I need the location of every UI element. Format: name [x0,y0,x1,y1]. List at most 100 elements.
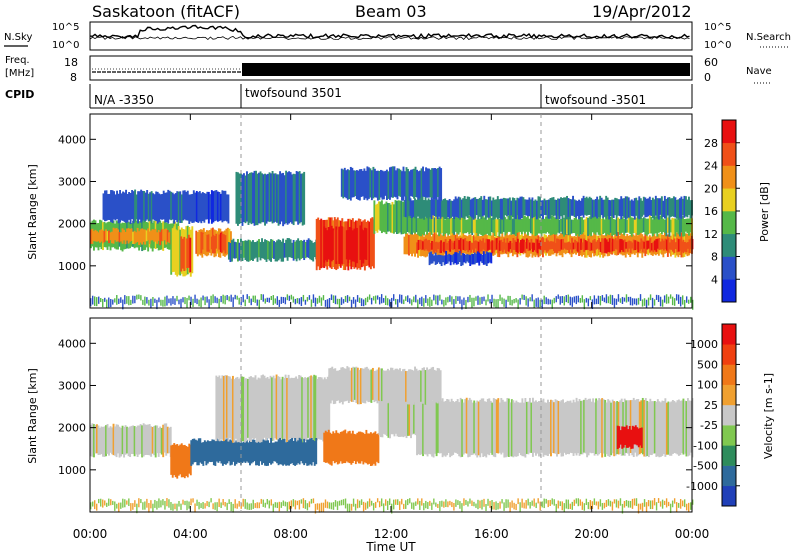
ground-scatter [142,502,144,510]
scatter-band-15 [459,197,462,220]
ground-scatter [619,498,622,506]
ground-scatter [188,501,190,509]
scatter-band-17 [419,170,421,198]
scatter-band-7 [682,398,685,455]
ground-scatter [118,502,120,513]
scatter-band-1 [186,446,189,478]
scatter-band-8 [634,425,637,445]
colorbar-tick-label: 28 [704,137,718,150]
scatter-band-0 [114,426,116,456]
scatter-band-6 [111,190,114,223]
scatter-band-1 [106,231,109,241]
ground-scatter [230,501,232,512]
ground-scatter [539,299,541,309]
ground-scatter [112,299,114,305]
scatter-band-13 [689,238,692,250]
scatter-band-3 [262,374,264,440]
scatter-band-14 [582,219,585,233]
scatter-band-11 [382,204,385,232]
freq-strip [89,55,693,81]
scatter-band-3 [317,377,320,439]
scatter-band-13 [640,238,643,250]
ground-scatter [152,503,154,512]
ground-scatter [443,501,445,508]
scatter-band-15 [493,199,496,219]
scatter-band-9 [386,368,389,404]
scatter-band-14 [472,215,475,233]
scatter-band-6 [410,399,412,439]
ground-scatter [485,299,487,306]
scatter-band-9 [335,370,338,401]
scatter-band-13 [589,241,592,252]
scatter-band-8 [292,173,295,226]
scatter-band-3 [260,375,263,443]
scatter-band-15 [561,198,564,219]
scatter-band-14 [469,216,472,234]
ground-scatter [473,297,475,307]
scatter-band-13 [459,238,462,254]
scatter-band-3 [313,374,316,443]
scatter-band-13 [688,239,691,254]
scatter-band-2 [250,441,253,464]
scatter-band-13 [622,240,625,252]
scatter-band-5 [335,430,338,463]
scatter-band-8 [261,173,263,223]
scatter-band-7 [432,398,435,458]
scatter-band-7 [458,402,461,457]
ground-scatter [633,298,636,305]
scatter-band-15 [558,198,561,220]
ground-scatter [310,498,313,504]
scatter-band-7 [556,400,558,457]
scatter-band-13 [539,240,542,250]
ground-scatter [455,499,457,507]
scatter-band-11 [390,204,392,233]
scatter-band-7 [571,402,574,454]
ground-scatter [294,298,297,305]
scatter-band-15 [635,197,638,216]
scatter-band-16 [488,252,491,263]
ground-scatter [399,294,401,303]
ground-scatter [619,298,622,303]
ground-scatter [447,296,449,303]
ground-scatter [350,299,353,308]
scatter-band-9 [391,367,394,401]
scatter-band-14 [513,214,516,235]
scatter-band-7 [563,402,566,453]
colorbar-tick-label: 25 [704,399,718,412]
nsearch-tick-low: 10^0 [704,40,731,51]
ground-scatter [431,299,433,306]
ground-scatter [110,298,112,308]
scatter-band-13 [522,239,525,252]
scatter-band-7 [462,402,465,455]
ground-scatter [393,294,395,301]
scatter-band-15 [555,199,558,220]
scatter-band-13 [658,238,661,251]
ground-scatter [226,502,228,511]
scatter-band-15 [496,196,499,220]
scatter-band-14 [608,219,611,236]
scatter-band-17 [370,170,373,201]
scatter-band-5 [341,431,344,464]
scatter-band-14 [570,219,573,234]
scatter-band-6 [411,399,414,435]
ground-scatter [256,299,258,306]
ground-scatter [176,295,178,302]
scatter-band-15 [442,199,445,218]
scatter-band-13 [444,239,447,254]
scatter-band-6 [399,396,402,437]
ground-scatter [364,297,367,306]
scatter-band-15 [594,198,597,217]
scatter-band-14 [609,216,612,233]
scatter-band-10 [338,226,341,264]
ground-scatter [433,498,435,505]
scatter-band-10 [333,230,336,264]
scatter-band-2 [255,442,257,466]
ground-scatter [352,498,355,507]
scatter-band-2 [243,441,245,462]
ground-scatter [675,294,678,301]
ground-scatter [643,298,646,306]
ground-scatter [543,498,545,509]
ground-scatter [677,294,680,304]
scatter-band-9 [361,368,364,403]
ground-scatter [551,498,553,505]
